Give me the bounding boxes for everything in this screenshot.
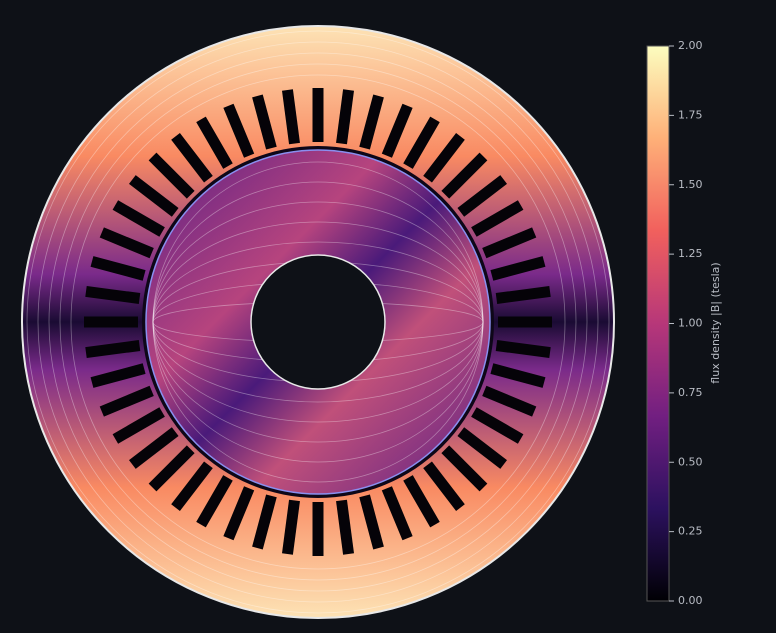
slot [423,461,465,511]
flux-line [37,41,599,603]
slot [441,445,488,492]
slot [99,227,154,259]
slot [482,385,537,417]
slot [171,461,213,511]
flux-line [26,30,610,614]
slot [495,286,551,304]
colorbar [646,45,670,602]
colorbar-tick-label: 1.75 [678,108,703,121]
slot [148,445,195,492]
slot [112,200,165,237]
slot [171,133,213,183]
slot [129,427,179,469]
colorbar-tick-label: 0.25 [678,525,703,538]
flux-line [152,221,484,423]
slot [490,363,546,388]
flux-line [48,52,588,592]
slot [381,103,413,158]
slot [312,88,324,142]
flux-line [152,181,484,463]
colorbar-tick-label: 1.50 [678,178,703,191]
flux-line [152,201,484,443]
slot [282,499,300,555]
slot [471,407,524,444]
slot [336,89,354,145]
colorbar-tick-label: 0.75 [678,386,703,399]
slot [312,502,324,556]
slot [223,486,255,541]
flux-line [70,74,566,570]
slot [457,175,507,217]
colorbar-tick-label: 1.00 [678,317,703,330]
slot [457,427,507,469]
colorbar-label: flux density |B| (tesla) [709,262,722,383]
flux-line [152,241,484,403]
slot [196,475,233,528]
slot [359,494,384,550]
slot [495,340,551,358]
slot [471,200,524,237]
slot [403,116,440,169]
slot [482,227,537,259]
slot [403,475,440,528]
slot [282,89,300,145]
colorbar-tick-label: 0.00 [678,594,703,607]
slot [90,363,146,388]
flux-line [59,63,577,581]
slot [441,152,488,199]
colorbar-tick-label: 2.00 [678,39,703,52]
colorbar-tick-label: 0.50 [678,455,703,468]
motor-field [21,25,615,619]
flux-line [152,161,484,483]
slot [336,499,354,555]
slot [498,316,552,328]
slot [252,494,277,550]
slot [99,385,154,417]
slot [423,133,465,183]
colorbar-tick-label: 1.25 [678,247,703,260]
slot [381,486,413,541]
slot [196,116,233,169]
slot [223,103,255,158]
slot [85,340,141,358]
slot [148,152,195,199]
slot [252,94,277,150]
flux-lines [26,30,610,614]
slot [84,316,138,328]
slot [490,256,546,281]
slot [359,94,384,150]
shaft [250,254,386,390]
slot [129,175,179,217]
slot [112,407,165,444]
slot [90,256,146,281]
slots [84,88,552,556]
slot [85,286,141,304]
